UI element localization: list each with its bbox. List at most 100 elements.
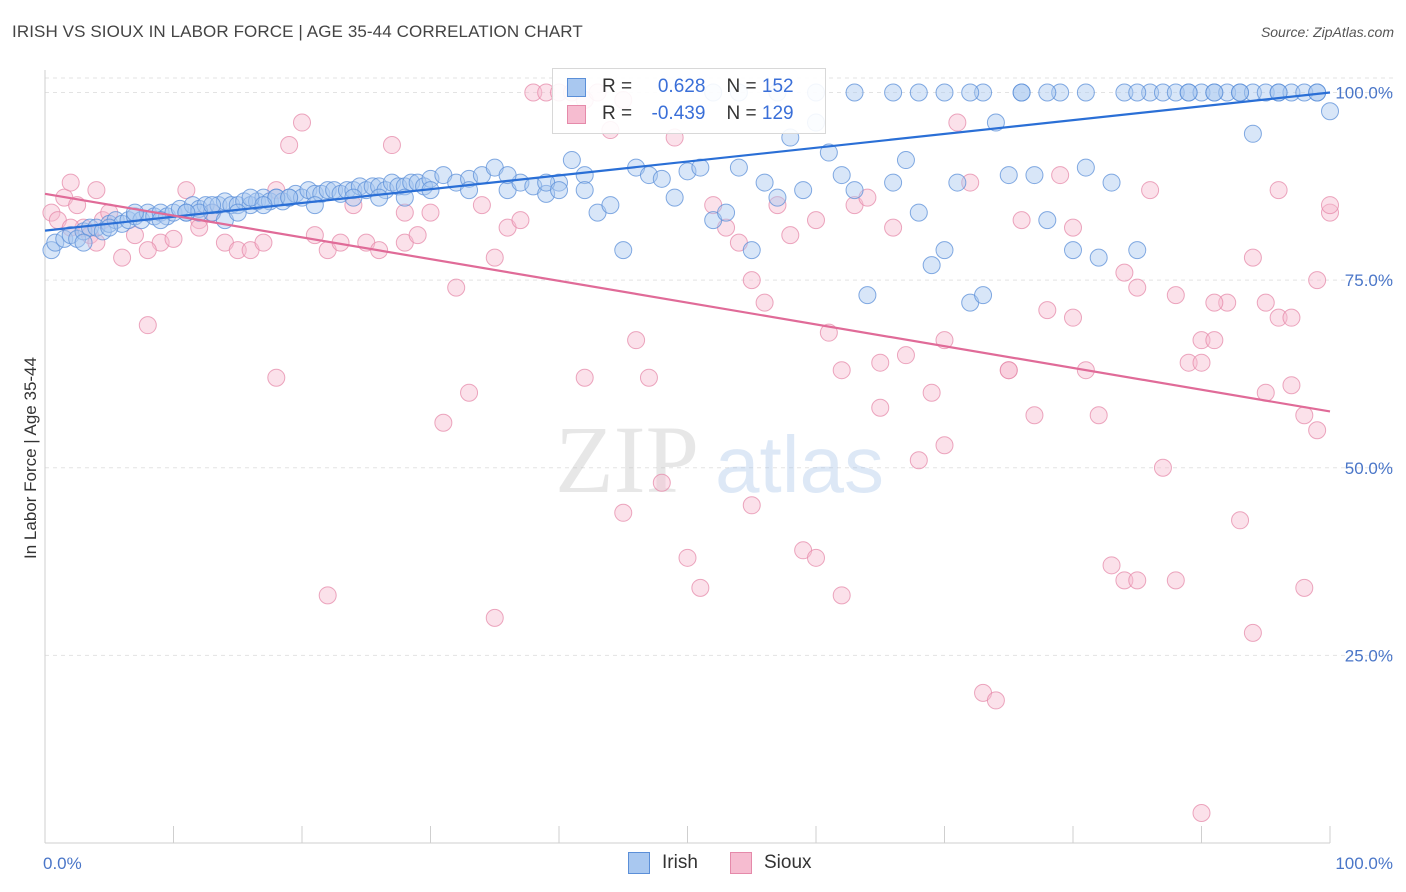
sioux-point [1269, 308, 1288, 327]
irish-point [999, 166, 1018, 185]
irish-point [74, 233, 93, 252]
irish-point [1256, 83, 1275, 102]
legend-item-sioux[interactable]: Sioux [730, 852, 812, 874]
sioux-point [896, 346, 915, 365]
sioux-point [1179, 353, 1198, 372]
sioux-point [485, 248, 504, 267]
sioux-n-label: N = [726, 103, 757, 124]
irish-point [550, 181, 568, 200]
sioux-point [1141, 181, 1160, 200]
irish-point [1115, 83, 1134, 102]
irish-trendline [44, 91, 1331, 232]
sioux-point [884, 218, 903, 237]
y-tick-label: 100.0% [1335, 84, 1393, 103]
irish-point [909, 83, 928, 102]
sioux-point [1192, 331, 1211, 350]
sioux-point [511, 211, 530, 230]
irish-point [1076, 158, 1095, 177]
sioux-r-label: R = [602, 103, 633, 124]
irish-legend-swatch [628, 852, 650, 874]
irish-points [42, 83, 1339, 312]
watermark-zip: ZIP [555, 406, 699, 513]
sioux-point [113, 248, 132, 267]
irish-point [1012, 83, 1031, 102]
irish-point [1128, 83, 1147, 102]
irish-point [819, 143, 838, 162]
sioux-point [460, 383, 479, 402]
sioux-point [1295, 406, 1314, 425]
sioux-swatch [567, 104, 586, 124]
sioux-point [87, 233, 106, 252]
irish-point [1051, 83, 1070, 102]
sioux-point [87, 181, 106, 200]
irish-point [1166, 83, 1185, 102]
irish-point [1076, 83, 1095, 102]
irish-point [794, 181, 813, 200]
irish-point [1153, 83, 1172, 102]
irish-point [845, 83, 864, 102]
irish-swatch [567, 77, 586, 97]
sioux-r-value: -0.439 [651, 103, 706, 124]
sioux-point [318, 586, 337, 605]
irish-point [884, 83, 903, 102]
sioux-point [1115, 571, 1134, 590]
irish-point [858, 286, 877, 305]
irish-point [935, 83, 954, 102]
sioux-point [1205, 293, 1224, 312]
irish-point [575, 181, 594, 200]
sioux-point [1321, 196, 1339, 215]
irish-point [228, 203, 247, 222]
sioux-point [999, 361, 1018, 380]
irish-point [884, 173, 903, 192]
irish-point [896, 151, 915, 170]
irish-point [1243, 124, 1262, 143]
irish-point [974, 286, 993, 305]
sioux-point [742, 496, 761, 515]
sioux-point [948, 113, 967, 132]
sioux-point [1051, 166, 1070, 185]
irish-point [691, 158, 710, 177]
sioux-point [652, 473, 671, 492]
y-tick-labels: 25.0% 50.0% 75.0% 100.0% [1335, 84, 1393, 666]
sioux-legend-swatch [730, 852, 752, 874]
legend-item-irish[interactable]: Irish [628, 852, 698, 874]
irish-point [1064, 241, 1082, 260]
irish-point [832, 166, 851, 185]
sioux-point [871, 398, 890, 417]
sioux-point [434, 413, 453, 432]
sioux-point [125, 226, 144, 245]
sioux-point [807, 548, 825, 567]
irish-point [562, 151, 581, 170]
sioux-point [1282, 376, 1301, 395]
sioux-point [614, 503, 633, 522]
sioux-point [1064, 308, 1082, 327]
sioux-point [382, 136, 401, 155]
y-tick-label: 25.0% [1345, 646, 1393, 665]
sioux-point [1269, 181, 1288, 200]
sioux-point [61, 173, 80, 192]
sioux-point [254, 233, 273, 252]
irish-point [1089, 248, 1108, 267]
irish-point [665, 188, 684, 207]
irish-point [1321, 102, 1339, 121]
sioux-point [1166, 571, 1185, 590]
sioux-n-value: 129 [761, 103, 794, 124]
sioux-point [1308, 421, 1327, 440]
irish-n-value: 152 [761, 76, 794, 97]
irish-point [1218, 83, 1237, 102]
irish-point [280, 188, 299, 207]
irish-point [550, 173, 568, 192]
irish-point [1205, 83, 1224, 102]
y-axis-title: In Labor Force | Age 35-44 [21, 357, 40, 559]
sioux-point [1205, 331, 1224, 350]
irish-point [125, 203, 144, 222]
sioux-point [138, 316, 157, 335]
sioux-point [678, 548, 697, 567]
sioux-point [807, 211, 825, 230]
axes [44, 70, 1331, 844]
sioux-point [909, 451, 928, 470]
irish-r-value: 0.628 [657, 76, 706, 97]
trendlines [44, 91, 1331, 413]
sioux-point [524, 83, 543, 102]
irish-point [742, 241, 761, 260]
